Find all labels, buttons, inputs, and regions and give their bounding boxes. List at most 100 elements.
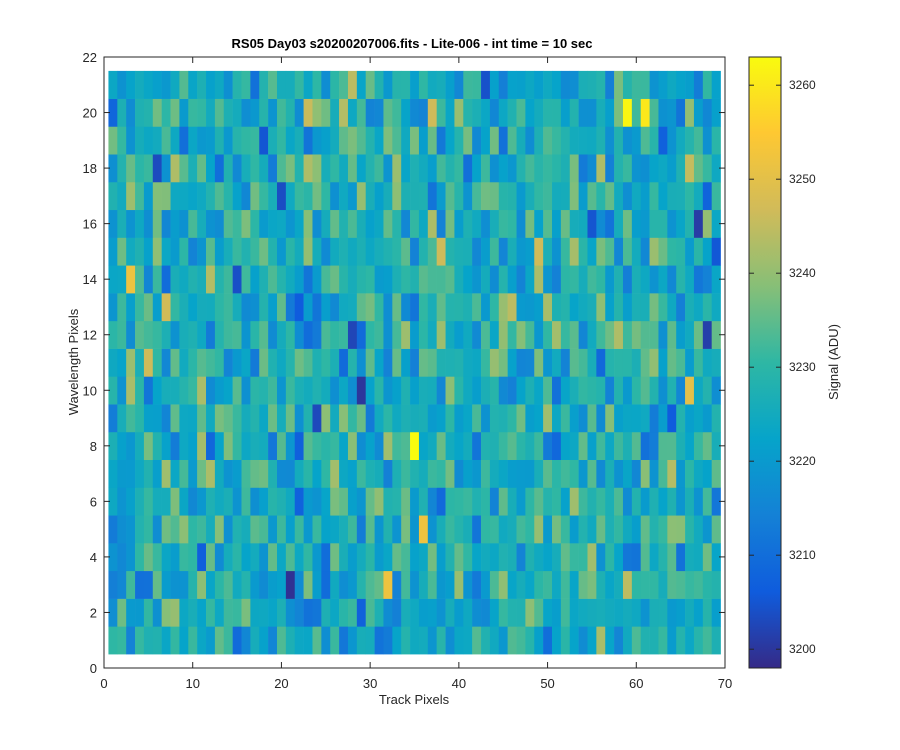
heatmap-cell [374,293,384,322]
heatmap-cell [392,320,402,349]
heatmap-cell [569,626,579,655]
heatmap-cell [126,459,136,488]
heatmap-cell [516,515,526,544]
heatmap-cell [676,181,686,211]
heatmap-cell [321,293,331,322]
heatmap-cell [197,515,207,544]
heatmap-cell [676,237,686,266]
heatmap-cell [605,181,615,211]
heatmap-cell [170,404,180,433]
heatmap-cell [711,404,721,433]
heatmap-cell [339,404,349,433]
heatmap-cell [108,598,118,627]
heatmap-cell [179,626,189,655]
heatmap-cell [285,237,296,266]
heatmap-cell [206,487,216,516]
heatmap-cell [658,209,668,238]
heatmap-cell [392,543,402,572]
heatmap-cell [383,293,393,322]
heatmap-cell [596,98,606,127]
y-tick-label: 4 [90,550,97,565]
heatmap-cell [596,126,606,155]
heatmap-cell [427,376,437,405]
heatmap-cell [347,348,358,377]
heatmap-cell [667,237,677,266]
heatmap-cell [392,598,402,627]
heatmap-cell [560,404,571,433]
heatmap-cell [587,209,597,238]
heatmap-cell [285,293,296,322]
heatmap-cell [587,431,597,460]
heatmap-cell [410,320,420,349]
heatmap-cell [640,515,650,544]
heatmap-cell [161,265,171,294]
heatmap-cell [117,209,127,238]
heatmap-cell [427,70,437,99]
heatmap-cell [206,237,216,266]
heatmap-cell [241,598,251,627]
heatmap-cell [250,209,260,238]
heatmap-cell [498,348,508,377]
heatmap-cell [285,348,296,377]
heatmap-cell [135,543,145,572]
heatmap-cell [560,293,571,322]
colorbar-tick-label: 3240 [789,266,816,280]
heatmap-cell [197,487,207,516]
heatmap-cell [321,237,331,266]
heatmap-cell [631,598,642,627]
heatmap-cell [631,543,642,572]
heatmap-cell [614,543,624,572]
heatmap-cell [356,237,367,266]
heatmap-cell [543,515,553,544]
heatmap-cell [312,209,322,238]
heatmap-cell [605,404,615,433]
heatmap-cell [206,376,216,405]
heatmap-cell [392,515,402,544]
heatmap-cell [516,598,526,627]
heatmap-cell [445,487,455,516]
heatmap-cell [356,154,367,183]
heatmap-cell [392,154,402,183]
heatmap-cell [622,293,633,322]
heatmap-cell [179,348,189,377]
heatmap-cell [365,376,375,405]
heatmap-cell [392,348,402,377]
heatmap-cell [339,265,349,294]
heatmap-cell [605,431,615,460]
heatmap-cell [374,487,384,516]
heatmap-cell [285,570,296,599]
heatmap-cell [410,404,420,433]
heatmap-cell [374,70,384,99]
heatmap-cell [259,293,269,322]
heatmap-cell [569,459,579,488]
heatmap-cell [241,515,251,544]
heatmap-cell [170,487,180,516]
heatmap-cell [667,265,677,294]
heatmap-cell [232,181,242,211]
heatmap-cell [206,431,216,460]
heatmap-cell [676,459,686,488]
y-tick-label: 10 [83,383,97,398]
heatmap-cell [152,70,162,99]
heatmap-cell [445,70,455,99]
y-tick-label: 6 [90,494,97,509]
heatmap-cell [685,293,695,322]
heatmap-cell [649,348,659,377]
heatmap-cell [685,543,695,572]
heatmap-cell [276,376,287,405]
heatmap-cell [197,459,207,488]
heatmap-cell [401,237,411,266]
heatmap-cell [383,320,393,349]
heatmap-cell [516,570,526,599]
heatmap-cell [330,376,340,405]
heatmap-cell [347,487,358,516]
heatmap-cell [631,626,642,655]
heatmap-cell [693,515,704,544]
heatmap-cell [587,70,597,99]
heatmap-cell [117,348,127,377]
heatmap-cell [268,487,278,516]
heatmap-cell [241,431,251,460]
heatmap-cell [489,348,500,377]
heatmap-cell [117,293,127,322]
heatmap-cell [587,515,597,544]
